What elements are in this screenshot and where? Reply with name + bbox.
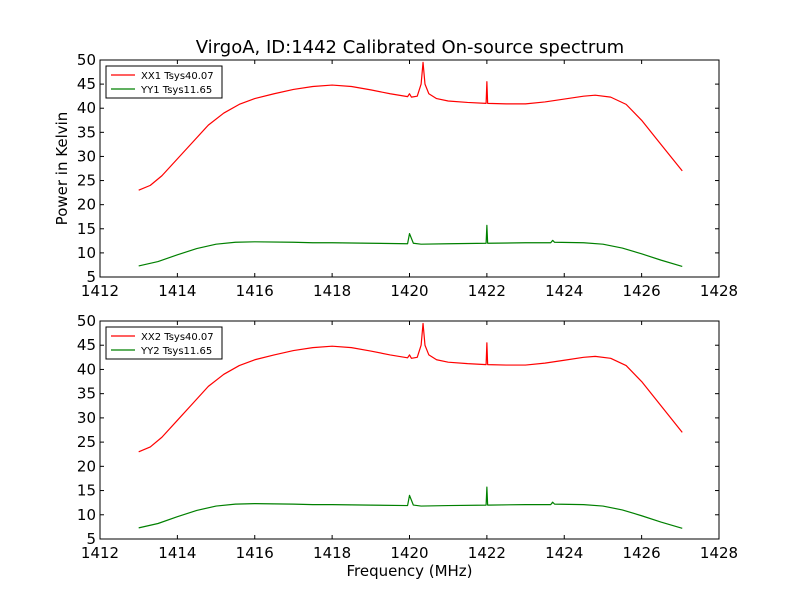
y-tick-label: 35	[77, 123, 96, 141]
y-tick-label: 40	[77, 360, 96, 378]
lower-panel: 1412 1414 1416 1418 1420 1422 1424 1426 1428 5 10 1…	[77, 312, 738, 580]
series-line-2	[138, 486, 683, 529]
x-tick-label: 1418	[313, 282, 351, 300]
y-tick-label: 5	[86, 530, 96, 548]
y-tick-label: 5	[86, 268, 96, 286]
series-line-1	[138, 322, 683, 453]
y-tick-label: 15	[77, 482, 96, 500]
y-tick-label: 35	[77, 385, 96, 403]
legend-entry-1: XX1 Tsys40.07	[141, 71, 214, 82]
legend-box	[105, 65, 223, 99]
x-tick-label: 1424	[545, 282, 583, 300]
x-tick-label: 1420	[390, 282, 428, 300]
y-tick-label: 30	[77, 409, 96, 427]
legend: XX1 Tsys40.07 YY1 Tsys11.65	[105, 65, 223, 99]
x-axis-label: Frequency (MHz)	[346, 562, 472, 580]
x-tick-label: 1422	[468, 282, 506, 300]
y-tick-label: 45	[77, 75, 96, 93]
legend-entry-1: XX2 Tsys40.07	[141, 332, 214, 343]
series-line-2	[138, 224, 683, 267]
x-tick-label: 1426	[623, 282, 661, 300]
upper-panel: 1412 1414 1416 1418 1420 1422 1424 1426 1428 5 10 1…	[53, 51, 738, 300]
legend-box	[105, 326, 223, 360]
y-tick-label: 50	[77, 51, 96, 69]
x-tick-label: 1414	[158, 282, 196, 300]
x-tick-label: 1420	[390, 544, 428, 562]
y-tick-label: 25	[77, 433, 96, 451]
x-tick-label: 1424	[545, 544, 583, 562]
x-tick-label: 1414	[158, 544, 196, 562]
x-tick-label: 1412	[81, 282, 119, 300]
x-tick-label: 1416	[236, 544, 274, 562]
x-tick-label: 1428	[700, 544, 738, 562]
legend-entry-2: YY2 Tsys11.65	[140, 346, 212, 357]
y-tick-label: 45	[77, 336, 96, 354]
x-tick-label: 1416	[236, 282, 274, 300]
legend: XX2 Tsys40.07 YY2 Tsys11.65	[105, 326, 223, 360]
y-tick-label: 30	[77, 147, 96, 165]
chart-title: VirgoA, ID:1442 Calibrated On-source spe…	[196, 37, 624, 58]
y-tick-label: 50	[77, 312, 96, 330]
x-tick-label: 1418	[313, 544, 351, 562]
legend-entry-2: YY1 Tsys11.65	[140, 85, 212, 96]
y-tick-label: 10	[77, 506, 96, 524]
x-tick-label: 1428	[700, 282, 738, 300]
x-tick-label: 1412	[81, 544, 119, 562]
y-tick-label: 40	[77, 99, 96, 117]
series-line-1	[138, 61, 683, 191]
y-tick-label: 20	[77, 457, 96, 475]
x-tick-label: 1422	[468, 544, 506, 562]
y-tick-label: 20	[77, 196, 96, 214]
y-tick-label: 15	[77, 220, 96, 238]
y-tick-label: 25	[77, 172, 96, 190]
y-tick-label: 10	[77, 244, 96, 262]
y-axis-label: Power in Kelvin	[53, 112, 71, 226]
x-tick-label: 1426	[623, 544, 661, 562]
